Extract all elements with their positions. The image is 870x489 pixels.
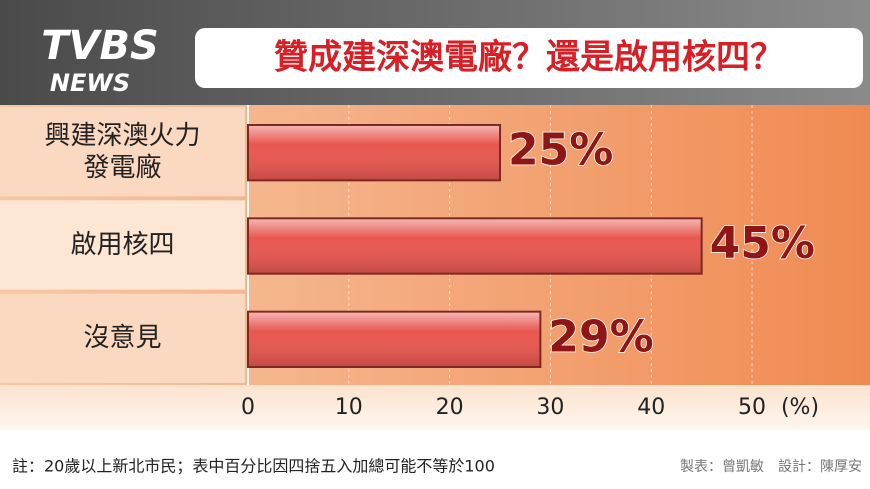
chart-title: 贊成建深澳電廠？還是啟用核四？: [274, 38, 784, 78]
bar-shine: [249, 126, 500, 180]
axis-band: [0, 385, 870, 430]
category-label: 興建深澳火力發電廠: [44, 120, 201, 183]
logo-top: TVBS: [41, 23, 159, 69]
logo-bottom: NEWS: [50, 69, 130, 97]
category-label: 啟用核四: [70, 229, 175, 260]
value-label: 29%: [548, 311, 653, 362]
x-tick-label: 20: [436, 395, 464, 420]
x-axis-label: (%): [781, 395, 819, 420]
note: 註：20歲以上新北市民；表中百分比因四捨五入加總可能不等於100: [12, 457, 495, 476]
category-cell: 啟用核四: [0, 198, 245, 291]
category-label: 沒意見: [83, 323, 162, 354]
x-tick-label: 10: [335, 395, 363, 420]
credits: 製表：曾凱敏 設計：陳厚安: [680, 459, 862, 475]
label-cell: [0, 200, 245, 290]
category-cell: 興建深澳火力發電廠: [0, 105, 245, 198]
x-tick-label: 40: [637, 395, 665, 420]
value-label: 45%: [710, 218, 815, 269]
label-cell: [0, 293, 245, 383]
bar-shine: [249, 312, 540, 366]
label-cell: [0, 107, 245, 197]
x-tick-label: 50: [738, 395, 766, 420]
x-tick-label: 0: [241, 395, 255, 420]
value-label: 25%: [508, 125, 613, 176]
title-box: [195, 28, 863, 88]
x-tick-label: 30: [536, 395, 564, 420]
bar-shine: [249, 219, 701, 273]
category-cell: 沒意見: [0, 292, 245, 385]
